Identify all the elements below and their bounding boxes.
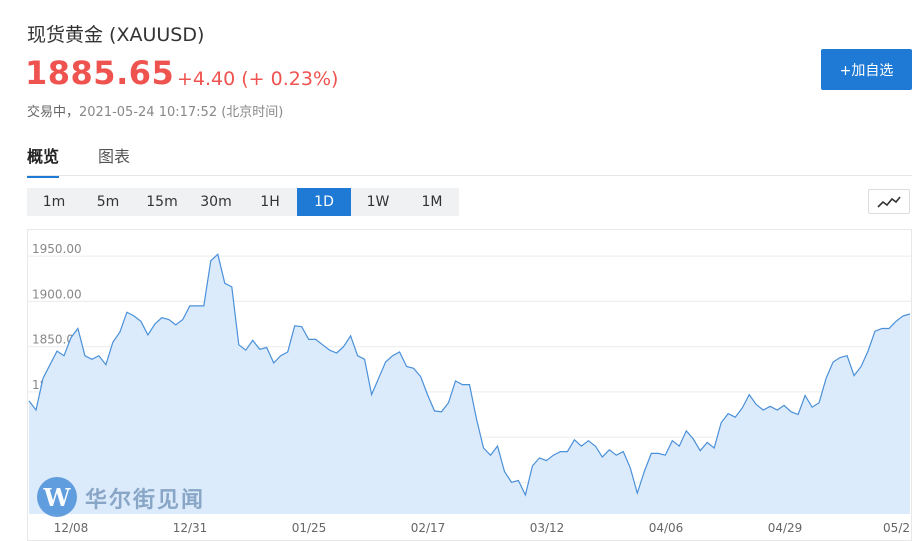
watermark-logo: W <box>37 477 77 517</box>
watermark: W 华尔街见闻 <box>37 477 337 517</box>
period-1w[interactable]: 1W <box>366 194 390 210</box>
add-to-watchlist-button[interactable]: +加自选 <box>821 49 912 90</box>
trading-status: 交易中，2021-05-24 10:17:52 (北京时间) <box>27 101 283 120</box>
x-tick-label: 12/31 <box>173 521 208 535</box>
tab-chart[interactable]: 图表 <box>98 147 131 166</box>
watermark-text: 华尔街见闻 <box>85 488 206 513</box>
period-30m[interactable]: 30m <box>200 194 232 210</box>
tab-bar: 概览 图表 <box>27 139 912 178</box>
price-area <box>29 254 910 515</box>
x-tick-label: 12/08 <box>54 521 89 535</box>
x-tick-label: 04/29 <box>768 521 803 535</box>
period-1d[interactable]: 1D <box>297 188 351 216</box>
price-chart[interactable]: 1950.001900.001850.001800.001750.001700.… <box>27 229 912 541</box>
price-line <box>28 253 911 497</box>
chart-type-toggle[interactable] <box>868 189 910 214</box>
timestamp: 2021-05-24 10:17:52 (北京时间) <box>79 105 284 120</box>
y-tick-label: 1950.00 <box>32 242 82 256</box>
x-tick-label: 05/2 <box>883 521 910 535</box>
x-tick-label: 03/12 <box>530 521 565 535</box>
period-15m[interactable]: 15m <box>146 194 178 210</box>
current-price: 1885.65 <box>25 54 175 92</box>
period-1m[interactable]: 1m <box>42 194 66 210</box>
x-tick-label: 01/25 <box>292 521 327 535</box>
x-tick-label: 04/06 <box>649 521 684 535</box>
status-label: 交易中， <box>27 105 80 120</box>
price-chart-svg: 1950.001900.001850.001800.001750.001700.… <box>27 229 912 541</box>
period-5m[interactable]: 5m <box>96 194 120 210</box>
x-tick-label: 02/17 <box>411 521 446 535</box>
y-tick-label: 1900.00 <box>32 287 82 301</box>
tab-overview[interactable]: 概览 <box>27 143 60 178</box>
period-selector: 1m 5m 15m 30m 1H 1D 1W 1M <box>27 188 459 216</box>
instrument-title: 现货黄金 (XAUUSD) <box>27 24 205 46</box>
period-1mo[interactable]: 1M <box>421 194 443 210</box>
line-chart-icon <box>877 196 901 208</box>
price-change: +4.40 (+ 0.23%) <box>177 68 339 90</box>
period-1h[interactable]: 1H <box>260 194 280 210</box>
